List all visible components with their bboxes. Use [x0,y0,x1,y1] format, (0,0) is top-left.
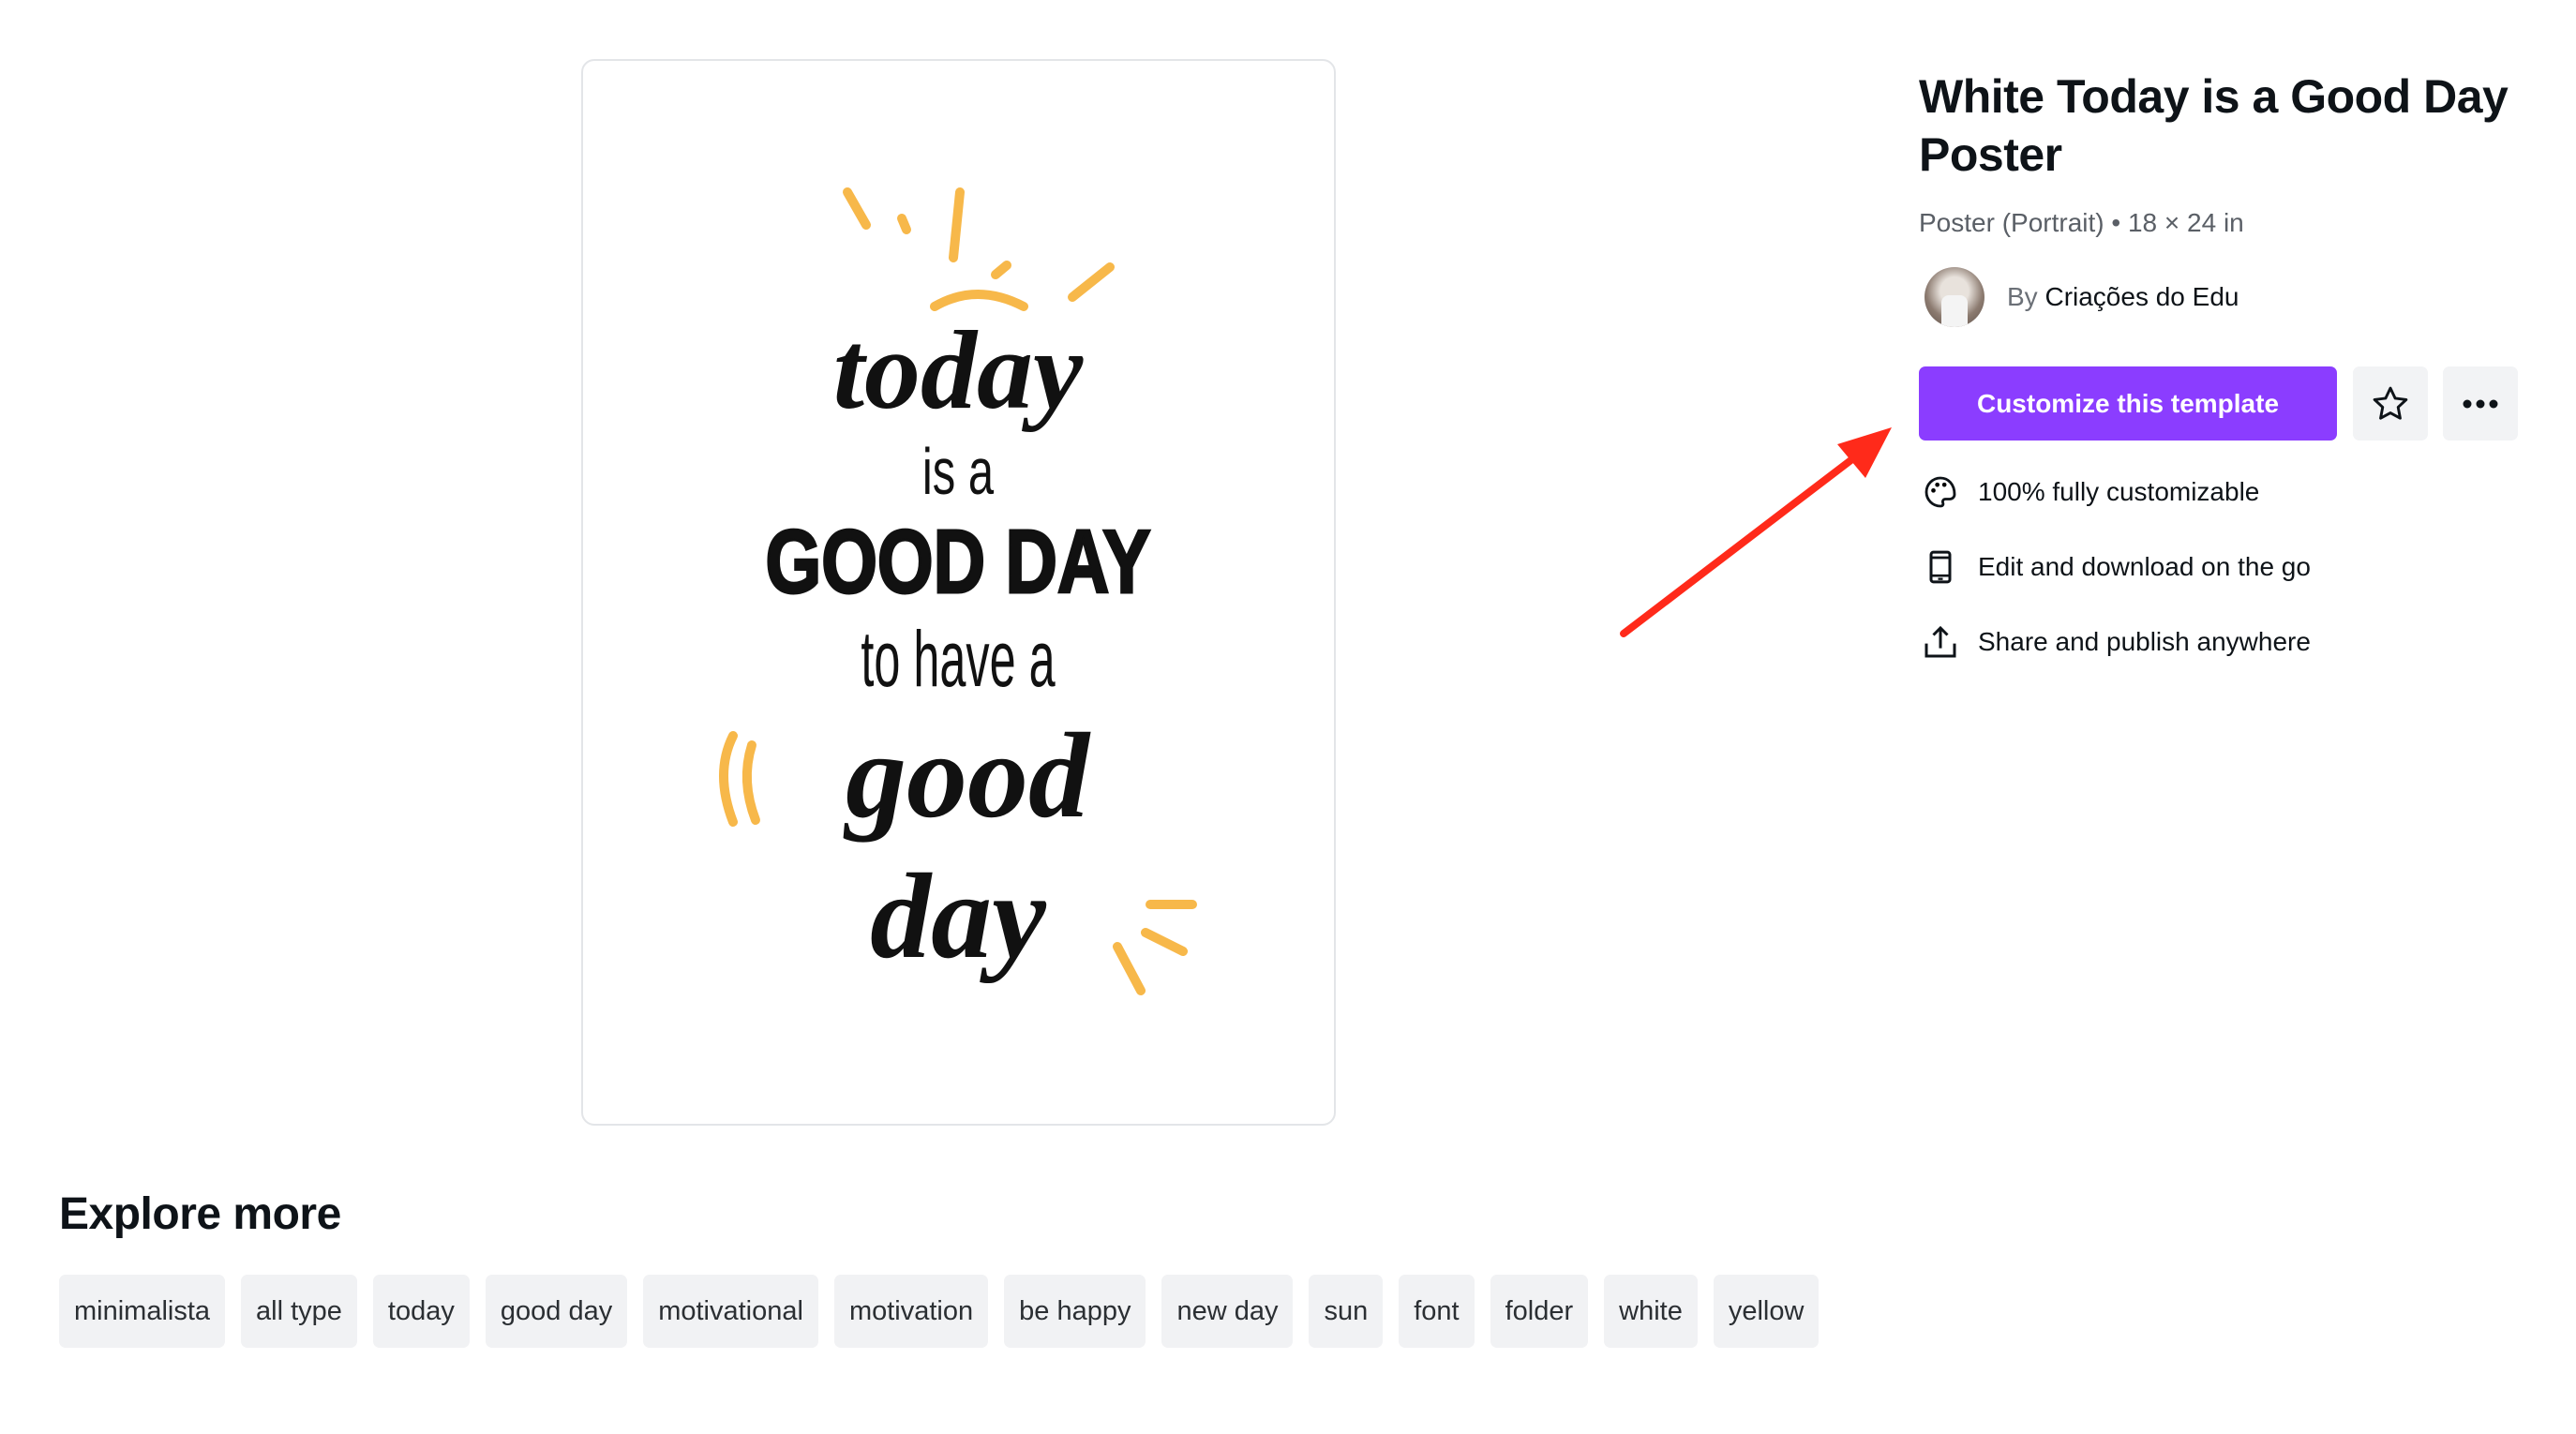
feature-label: Share and publish anywhere [1978,627,2311,656]
more-horizontal-icon [2463,399,2498,408]
tag-chip[interactable]: all type [241,1275,357,1348]
poster-line-day: day [870,849,1047,984]
feature-customizable: 100% fully customizable [1922,473,2259,511]
feature-label: 100% fully customizable [1978,477,2260,506]
tag-chip[interactable]: folder [1490,1275,1589,1348]
tag-chip[interactable]: sun [1309,1275,1384,1348]
author-name[interactable]: Criações do Edu [2044,282,2239,311]
tag-chip[interactable]: motivation [833,1275,989,1348]
feature-mobile: Edit and download on the go [1922,548,2311,586]
tag-chip[interactable]: today [372,1275,470,1348]
template-format: Poster (Portrait) • 18 × 24 in [1919,208,2244,237]
sun-rays-left [719,731,760,827]
author-text: By Criações do Edu [2007,282,2239,312]
poster-line-good-day: GOOD DAY [765,512,1150,612]
sun-rays-right [1113,900,1197,995]
poster-artwork: today is a GOOD DAY to have a good day [719,187,1197,995]
phone-icon [1929,550,1952,584]
tag-chip[interactable]: new day [1161,1275,1294,1348]
customize-template-button[interactable]: Customize this template [1919,366,2337,441]
poster-line-to-have-a: to have a [861,615,1056,704]
avatar[interactable] [1925,267,1984,327]
author-prefix: By [2007,282,2038,311]
more-options-button[interactable] [2443,366,2518,441]
explore-more-heading: Explore more [59,1189,341,1239]
tag-chip[interactable]: font [1399,1275,1475,1348]
tag-chip[interactable]: white [1604,1275,1698,1348]
share-upload-icon [1925,625,1956,658]
tag-chip[interactable]: be happy [1004,1275,1146,1348]
author-link[interactable]: By Criações do Edu [1925,267,2239,327]
tag-chip[interactable]: yellow [1713,1275,1820,1348]
poster-line-is-a: is a [922,434,995,508]
template-preview-card[interactable]: today is a GOOD DAY to have a good day [581,59,1336,1126]
tag-chip[interactable]: motivational [643,1275,818,1348]
template-title: White Today is a Good Day Poster [1919,70,2509,181]
favorite-button[interactable] [2353,366,2428,441]
palette-icon [1925,476,1956,508]
tag-chip[interactable]: minimalista [59,1275,226,1348]
feature-label: Edit and download on the go [1978,552,2311,581]
poster-line-good: good [843,709,1091,844]
star-icon [2373,386,2408,420]
feature-share: Share and publish anywhere [1922,623,2311,661]
tag-list: minimalista all type today good day moti… [59,1275,1820,1348]
sun-rays-top [843,187,1115,311]
poster-line-today: today [833,307,1084,432]
tag-chip[interactable]: good day [485,1275,628,1348]
